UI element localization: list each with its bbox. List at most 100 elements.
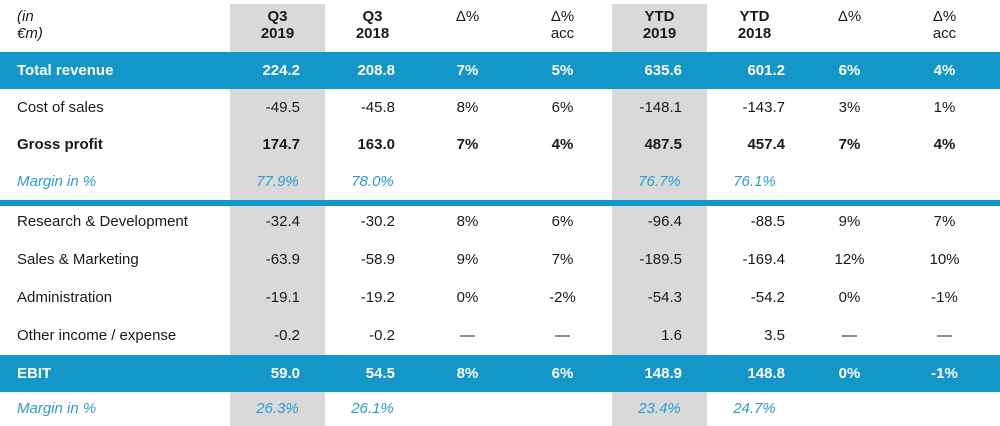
cell: 6% [551, 99, 574, 116]
header-line2: 2019 [260, 25, 295, 42]
row-research-development: Research & Development -32.4 -30.2 8% 6%… [0, 203, 1000, 240]
cell: 5% [551, 62, 574, 79]
cell: -0.2 [369, 327, 395, 344]
row-cost-of-sales: Cost of sales -49.5 -45.8 8% 6% -148.1 -… [0, 89, 1000, 126]
header-line1: Δ% [550, 8, 575, 25]
header-line1: Δ% [837, 8, 862, 25]
row-administration: Administration -19.1 -19.2 0% -2% -54.3 … [0, 279, 1000, 316]
cell: -54.2 [750, 289, 785, 306]
cell: 8% [456, 99, 479, 116]
cell: 78.0% [351, 173, 394, 190]
cell: 6% [551, 365, 574, 382]
header-q3-2019: Q3 2019 [230, 8, 325, 42]
header-line1: Q3 [362, 8, 383, 25]
cell: — [555, 327, 570, 344]
cell: -32.4 [265, 213, 300, 230]
cell: 148.8 [747, 365, 785, 382]
cell: 3.5 [764, 327, 785, 344]
cell: 10% [929, 251, 960, 268]
cell: 59.0 [270, 365, 300, 382]
cell: -1% [931, 289, 958, 306]
cell: 208.8 [357, 62, 395, 79]
cell: 8% [456, 213, 479, 230]
cell: -169.4 [742, 251, 785, 268]
cell: 12% [834, 251, 865, 268]
cell: -2% [549, 289, 576, 306]
cell: 8% [456, 365, 479, 382]
row-label: Cost of sales [17, 99, 104, 116]
cell: 487.5 [644, 136, 682, 153]
cell: -45.8 [360, 99, 395, 116]
cell: 9% [838, 213, 861, 230]
cell: 7% [456, 62, 479, 79]
header-line1: Δ% [932, 8, 957, 25]
section-divider [0, 200, 1000, 206]
cell: -19.1 [265, 289, 300, 306]
row-gross-profit: Gross profit 174.7 163.0 7% 4% 487.5 457… [0, 126, 1000, 163]
cell: -96.4 [647, 213, 682, 230]
unit-label: (in €m) [17, 8, 43, 42]
cell: 76.7% [638, 173, 681, 190]
cell: 4% [933, 136, 956, 153]
row-sales-marketing: Sales & Marketing -63.9 -58.9 9% 7% -189… [0, 241, 1000, 278]
header-line1: YTD [739, 8, 770, 25]
header-delta-acc-ytd: Δ% acc [897, 8, 992, 42]
header-line2: 2018 [737, 25, 772, 42]
header-line2: 2018 [355, 25, 390, 42]
cell: 224.2 [262, 62, 300, 79]
row-label: Administration [17, 289, 113, 306]
row-label: Margin in % [17, 400, 97, 417]
cell: 148.9 [644, 365, 682, 382]
cell: 3% [838, 99, 861, 116]
cell: 7% [551, 251, 574, 268]
header-line1: Q3 [267, 8, 288, 25]
cell: 7% [838, 136, 861, 153]
cell: 54.5 [365, 365, 395, 382]
cell: -143.7 [742, 99, 785, 116]
cell: -0.2 [274, 327, 300, 344]
cell: — [937, 327, 952, 344]
row-label: Sales & Marketing [17, 251, 139, 268]
cell: 6% [838, 62, 861, 79]
cell: 77.9% [256, 173, 299, 190]
header-line2: 2019 [642, 25, 677, 42]
header-delta-ytd: Δ% [802, 8, 897, 25]
row-label: EBIT [17, 365, 52, 382]
header-line1: Δ% [455, 8, 480, 25]
header-q3-2018: Q3 2018 [325, 8, 420, 42]
cell: 0% [838, 365, 861, 382]
cell: 0% [456, 289, 479, 306]
cell: 7% [933, 213, 956, 230]
header-delta-q3: Δ% [420, 8, 515, 25]
cell: 163.0 [357, 136, 395, 153]
cell: 174.7 [262, 136, 300, 153]
cell: 1.6 [661, 327, 682, 344]
cell: -19.2 [360, 289, 395, 306]
row-ebit: EBIT 59.0 54.5 8% 6% 148.9 148.8 0% -1% [0, 355, 1000, 392]
cell: 4% [551, 136, 574, 153]
header-ytd-2018: YTD 2018 [707, 8, 802, 42]
row-total-revenue: Total revenue 224.2 208.8 7% 5% 635.6 60… [0, 52, 1000, 89]
cell: 6% [551, 213, 574, 230]
cell: -189.5 [639, 251, 682, 268]
header-line2: acc [550, 25, 575, 42]
cell: 76.1% [733, 173, 776, 190]
cell: 7% [456, 136, 479, 153]
cell: — [460, 327, 475, 344]
row-ebit-margin: Margin in % 26.3% 26.1% 23.4% 24.7% [0, 392, 1000, 426]
row-other-income-expense: Other income / expense -0.2 -0.2 — — 1.6… [0, 317, 1000, 354]
header-line1: YTD [644, 8, 675, 25]
total-revenue-band [0, 52, 1000, 89]
cell: 1% [933, 99, 956, 116]
cell: -58.9 [360, 251, 395, 268]
cell: 26.1% [351, 400, 394, 417]
cell: 26.3% [256, 400, 299, 417]
cell: -54.3 [647, 289, 682, 306]
cell: -49.5 [265, 99, 300, 116]
cell: -30.2 [360, 213, 395, 230]
row-label: Margin in % [17, 173, 97, 190]
cell: -1% [931, 365, 958, 382]
cell: — [842, 327, 857, 344]
ebit-band [0, 355, 1000, 392]
cell: 9% [456, 251, 479, 268]
